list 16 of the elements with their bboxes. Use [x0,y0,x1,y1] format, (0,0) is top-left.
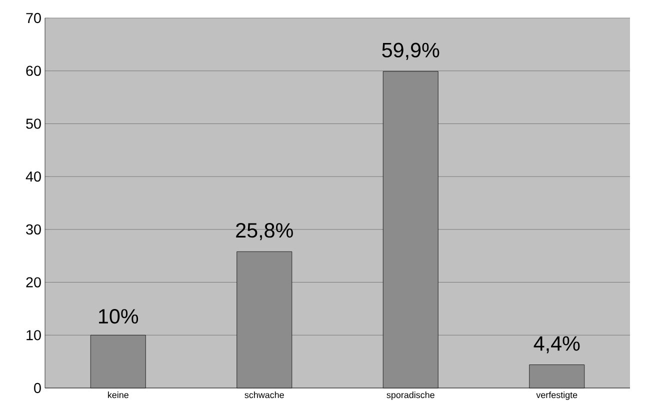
y-tick-label: 20 [26,277,41,288]
data-label: 4,4% [534,336,580,354]
x-tick-label: sporadische [386,392,434,400]
y-tick-label: 30 [26,224,41,235]
x-tick-label: keine [108,392,128,398]
y-tick-label: 40 [26,171,41,182]
data-label: 25,8% [236,223,293,240]
data-label: 10% [99,309,138,324]
x-tick-label: schwache [244,392,284,398]
y-tick-label: 0 [34,382,41,394]
y-tick-label: 10 [26,330,41,340]
y-tick-label: 70 [26,12,41,24]
y-tick-label: 60 [26,66,41,76]
x-tick-label: verfestigte [536,392,578,400]
data-label: 59,9% [382,42,440,60]
y-tick-label: 50 [26,118,41,129]
